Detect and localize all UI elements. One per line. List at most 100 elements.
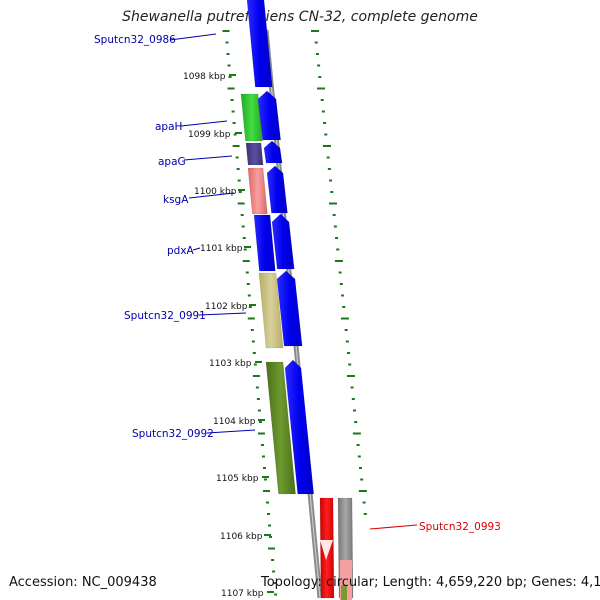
gene-labels: Sputcn32_0986 apaH apaG ksgA pdxA Sputcn32_09… — [94, 33, 501, 533]
gc-dot — [257, 409, 261, 412]
cds-arrow-pdxa — [271, 213, 295, 270]
gc-dot — [354, 421, 358, 423]
gc-dot — [316, 87, 325, 90]
tick-label: 1103 kbp — [209, 359, 252, 369]
gc-dot — [228, 76, 232, 78]
tick-label: 1107 kbp — [221, 589, 264, 599]
label-leader — [192, 247, 201, 251]
gc-dot — [320, 99, 324, 101]
tick-label: 1102 kbp — [205, 302, 248, 312]
gc-dot — [260, 444, 264, 446]
tick-mark — [238, 189, 245, 191]
gc-dot — [268, 547, 276, 550]
gc-dot — [357, 455, 361, 458]
gc-dot — [241, 225, 245, 228]
gc-dot — [317, 64, 321, 67]
tick-label: 1099 kbp — [188, 130, 231, 140]
label-leader — [369, 524, 418, 530]
gc-dot — [352, 432, 361, 435]
gc-dot — [263, 478, 267, 481]
arrow-notch — [320, 540, 333, 560]
gc-dot — [330, 191, 334, 193]
gc-dot — [262, 490, 270, 492]
gc-dot — [336, 248, 340, 251]
cds-arrow-ksga — [266, 165, 288, 214]
gc-dot — [342, 306, 346, 308]
gc-dot — [335, 237, 339, 239]
gc-dot — [360, 478, 364, 481]
gc-dot — [253, 363, 257, 366]
gc-dot — [257, 432, 265, 435]
gene-block-pdxa — [253, 214, 276, 272]
label-leader — [188, 192, 235, 199]
gene-label-ksga: ksgA — [163, 194, 189, 206]
tick-label: 1104 kbp — [213, 417, 256, 427]
gc-dot — [237, 179, 241, 182]
gc-dot — [258, 421, 262, 423]
gc-dot — [324, 133, 328, 136]
gc-dot — [226, 53, 230, 55]
gc-dot — [247, 294, 251, 297]
gc-dot — [269, 536, 273, 538]
gc-dot — [318, 76, 322, 78]
gc-dot — [242, 260, 250, 262]
label-leader — [183, 155, 233, 161]
gc-dot — [339, 283, 343, 285]
olive-overlay — [341, 585, 347, 600]
gc-dot — [327, 168, 331, 170]
tick-mark — [264, 534, 271, 536]
gc-dot — [251, 340, 255, 343]
gc-dot — [326, 156, 330, 159]
tick-label: 1105 kbp — [216, 474, 259, 484]
gc-dot — [271, 559, 275, 561]
gc-dot — [232, 145, 240, 147]
tick-label: 1098 kbp — [183, 72, 226, 82]
gene-block-apah — [240, 93, 263, 142]
gene-block-0992 — [265, 361, 296, 495]
gc-dot — [252, 375, 260, 377]
cds-arrow-apah — [257, 90, 281, 141]
gc-dot — [348, 363, 352, 366]
gene-label-pdxa: pdxA — [167, 245, 195, 257]
gc-skew-dots — [222, 30, 367, 596]
gc-dot — [346, 375, 355, 377]
gene-label-apah: apaH — [155, 121, 182, 133]
label-leader — [198, 312, 247, 316]
gc-dot — [268, 524, 272, 527]
gc-dot — [235, 156, 239, 159]
gc-dot — [311, 30, 319, 32]
gc-dot — [334, 260, 343, 262]
gc-dot — [341, 294, 345, 297]
gc-dot — [344, 329, 348, 331]
gc-dot — [247, 317, 255, 320]
gc-dot — [350, 386, 354, 389]
tick-label: 1101 kbp — [200, 244, 243, 254]
gc-dot — [323, 122, 327, 124]
gene-label-apag: apaG — [158, 156, 186, 168]
label-leader — [180, 120, 228, 127]
gc-dot — [225, 41, 229, 44]
tick-mark — [244, 246, 251, 248]
gc-dot — [240, 214, 244, 216]
gene-label-sputcn32_0986: Sputcn32_0986 — [94, 34, 176, 46]
gc-dot — [237, 202, 245, 205]
cds-arrow-0986 — [246, 0, 273, 88]
tick-mark — [255, 361, 262, 363]
gc-dot — [262, 467, 266, 469]
gc-dot — [267, 513, 271, 515]
topology-text: Topology: circular; Length: 4,659,220 bp… — [261, 575, 600, 590]
gc-dot — [242, 237, 246, 239]
label-leader — [169, 33, 217, 41]
gc-dot — [248, 306, 252, 308]
gc-dot — [222, 30, 230, 32]
gc-dot — [315, 53, 319, 55]
gene-label-sputcn32_0992: Sputcn32_0992 — [132, 428, 214, 440]
gene-label-sputcn32_0991: Sputcn32_0991 — [124, 310, 206, 322]
gc-dot — [356, 444, 360, 446]
gc-dot — [256, 398, 260, 400]
gc-dot — [333, 225, 337, 228]
cds-arrow-0992 — [284, 359, 315, 495]
gc-dot — [338, 271, 342, 274]
